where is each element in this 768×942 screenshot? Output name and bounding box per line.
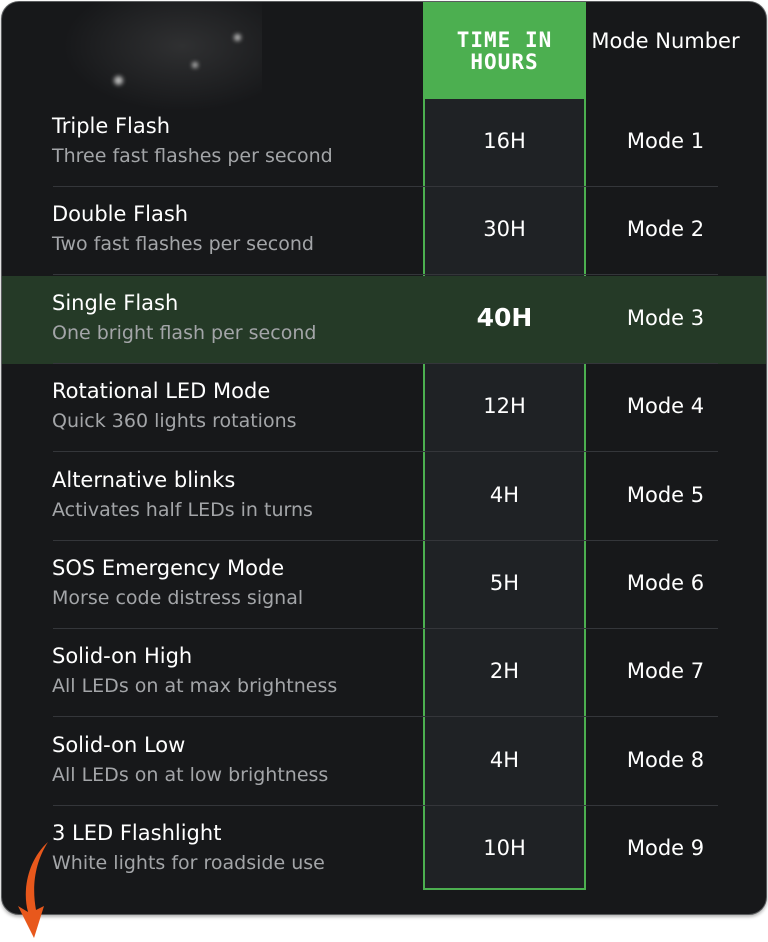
time-value: 40H <box>476 302 533 332</box>
mode-description: White lights for roadside use <box>52 852 325 875</box>
mode-description: Two fast flashes per second <box>52 233 314 256</box>
mode-description: One bright flash per second <box>52 321 317 344</box>
mode-number: Mode 8 <box>626 747 705 772</box>
table-row: 3 LED Flashlight White lights for roadsi… <box>2 806 766 894</box>
table-row: Solid-on Low All LEDs on at low brightne… <box>2 718 766 806</box>
mode-title: Rotational LED Mode <box>52 379 271 404</box>
mode-title: Solid-on High <box>52 644 193 669</box>
row-divider <box>53 451 718 453</box>
mode-title: SOS Emergency Mode <box>52 556 285 580</box>
mode-number: Mode 2 <box>626 217 705 242</box>
table-row: Single Flash One bright flash per second… <box>2 275 766 364</box>
table-row: Triple Flash Three fast flashes per seco… <box>2 99 766 187</box>
row-divider <box>53 362 718 364</box>
mode-description: Morse code distress signal <box>52 587 304 609</box>
mode-number: Mode 9 <box>626 836 705 861</box>
mode-title: Solid-on Low <box>52 732 186 757</box>
row-divider <box>53 539 718 541</box>
mode-title: Double Flash <box>52 202 189 227</box>
row-divider <box>53 186 718 187</box>
time-value: 12H <box>483 394 526 419</box>
row-divider <box>53 274 718 276</box>
table-row: SOS Emergency Mode Morse code distress s… <box>2 541 766 629</box>
mode-description: All LEDs on at low brightness <box>52 763 329 786</box>
mode-description: All LEDs on at max brightness <box>52 675 338 698</box>
motorcycle-background-image <box>62 2 262 112</box>
time-value: 5H <box>489 571 520 595</box>
mode-description: Three fast flashes per second <box>52 145 333 167</box>
row-divider <box>53 804 718 806</box>
table-row: Alternative blinks Activates half LEDs i… <box>2 453 766 541</box>
mode-number: Mode 3 <box>626 305 705 330</box>
row-divider <box>53 628 718 629</box>
row-divider <box>53 716 718 718</box>
time-value: 4H <box>489 482 520 507</box>
table-row: Double Flash Two fast flashes per second… <box>2 187 766 276</box>
mode-number-header: Mode Number <box>591 29 740 53</box>
mode-description: Activates half LEDs in turns <box>52 498 313 521</box>
mode-title: Single Flash <box>52 290 179 315</box>
time-value: 4H <box>489 747 520 772</box>
table-row: Solid-on High All LEDs on at max brightn… <box>2 629 766 718</box>
curved-arrow-down-icon <box>18 842 48 938</box>
mode-table-card: Triple Flash Three fast flashes per seco… <box>1 1 767 915</box>
table-row: Rotational LED Mode Quick 360 lights rot… <box>2 364 766 453</box>
mode-number: Mode 7 <box>626 659 705 684</box>
mode-title: Triple Flash <box>52 114 171 138</box>
time-column <box>423 2 586 890</box>
time-value: 16H <box>483 129 526 153</box>
mode-number: Mode 1 <box>626 129 705 153</box>
mode-title: 3 LED Flashlight <box>52 821 222 846</box>
mode-description: Quick 360 lights rotations <box>52 410 297 433</box>
mode-title: Alternative blinks <box>52 467 236 492</box>
time-value: 10H <box>483 836 526 861</box>
time-value: 30H <box>483 217 526 242</box>
mode-number: Mode 6 <box>626 571 705 595</box>
time-in-hours-header: TIME IN HOURS <box>423 2 586 99</box>
mode-number: Mode 5 <box>626 482 705 507</box>
mode-number: Mode 4 <box>626 394 705 419</box>
time-value: 2H <box>489 659 520 684</box>
